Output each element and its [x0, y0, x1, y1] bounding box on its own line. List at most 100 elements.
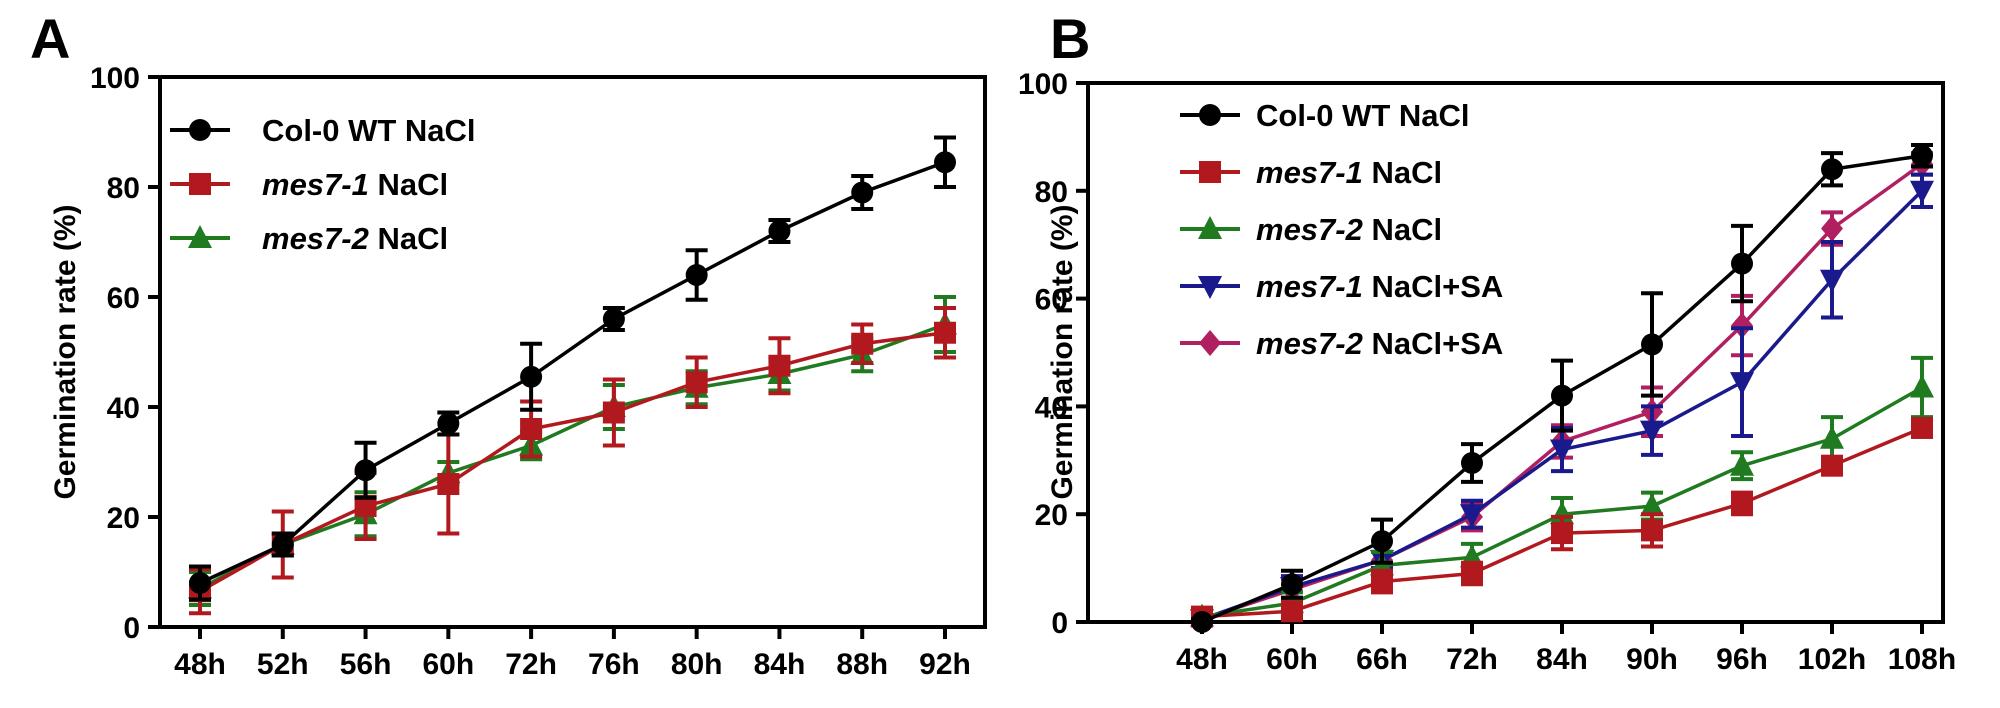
series-line — [199, 331, 946, 593]
y-axis-label: Germination rate (%) — [1046, 204, 1079, 499]
data-point — [354, 459, 377, 482]
panel-a-chart: A Germination rate (%) 0 20 40 60 80 100 48h 52h 5… — [30, 7, 987, 681]
legend-item: mes7-1 NaCl — [170, 167, 448, 202]
y-tick-label: 60 — [107, 282, 140, 315]
x-tick-label: 60h — [422, 648, 474, 681]
data-point — [1820, 425, 1844, 449]
data-point — [1281, 600, 1303, 623]
legend-marker — [1199, 330, 1221, 356]
data-point — [1461, 451, 1483, 474]
legend-item: Col-0 WT NaCl — [170, 113, 476, 148]
legend-label-text: NaCl — [369, 167, 448, 202]
data-point — [520, 418, 543, 440]
x-tick-label: 66h — [1356, 643, 1408, 676]
data-point — [1730, 372, 1754, 396]
x-tick-label: 52h — [257, 648, 309, 681]
legend-label-italic: mes7-1 — [262, 167, 369, 202]
data-point — [934, 321, 956, 344]
data-point — [189, 572, 211, 594]
series-0 — [1191, 142, 1933, 633]
legend-item: mes7-2 NaCl — [170, 221, 448, 256]
series-1 — [189, 306, 956, 616]
legend-label-italic: mes7-2 — [1256, 326, 1363, 361]
y-tick-label: 80 — [107, 172, 140, 205]
data-point — [685, 371, 708, 394]
legend-label-text: NaCl — [1363, 212, 1442, 247]
legend-item: mes7-1 NaCl — [1180, 155, 1442, 190]
x-tick-label: 92h — [919, 648, 971, 681]
data-point — [768, 354, 791, 377]
series-line — [199, 160, 946, 585]
legend-label-text: NaCl — [369, 221, 448, 256]
y-tick-label: 40 — [107, 392, 140, 425]
data-point — [520, 365, 543, 388]
legend-marker — [1199, 161, 1221, 183]
legend-marker — [188, 225, 212, 248]
legend-item: mes7-2 NaCl — [1180, 212, 1442, 247]
data-point — [1551, 522, 1573, 545]
x-tick-label: 72h — [505, 648, 557, 681]
data-point — [602, 308, 625, 330]
legend-item: Col-0 WT NaCl — [1180, 98, 1470, 133]
data-point — [1911, 416, 1933, 439]
data-point — [1820, 269, 1844, 293]
y-tick-label: 40 — [1035, 391, 1068, 424]
data-point — [1550, 439, 1574, 463]
legend-label: mes7-1 NaCl+SA — [1256, 269, 1503, 304]
x-tick-label: 48h — [174, 648, 226, 681]
y-tick-label: 20 — [107, 502, 140, 535]
data-point — [685, 264, 708, 286]
plot-frame — [158, 75, 987, 629]
panel-b-chart: B Germination rate (%) 0 20 40 60 80 100 48h 60h 6… — [1018, 7, 1956, 676]
legend-label-italic: mes7-1 — [1256, 269, 1363, 304]
data-point — [1640, 420, 1664, 444]
data-point — [1551, 384, 1573, 407]
legend-marker — [189, 119, 211, 141]
x-tick-label: 56h — [340, 648, 392, 681]
x-tick-label: 76h — [588, 648, 640, 681]
data-point — [1191, 611, 1213, 633]
data-point — [1371, 530, 1393, 553]
y-tick-label: 0 — [123, 612, 140, 645]
data-point — [1731, 492, 1753, 515]
legend-label: mes7-2 NaCl — [1256, 212, 1442, 247]
x-tick-label: 48h — [1176, 643, 1228, 676]
data-point — [1461, 562, 1483, 585]
x-tick-label: 88h — [836, 648, 888, 681]
data-point — [1371, 570, 1393, 593]
legend-item: mes7-2 NaCl+SA — [1180, 326, 1503, 361]
series-line — [199, 322, 946, 591]
data-point — [1641, 519, 1663, 542]
legend-label: mes7-2 NaCl — [262, 221, 448, 256]
legend-label: mes7-1 NaCl — [262, 167, 448, 202]
y-tick-label: 0 — [1051, 607, 1068, 640]
y-tick-label: 80 — [1035, 176, 1068, 209]
y-tick-label: 100 — [1018, 68, 1068, 101]
data-point — [851, 332, 874, 355]
x-tick-label: 96h — [1716, 643, 1768, 676]
legend-marker — [1198, 216, 1222, 239]
data-point — [437, 412, 460, 435]
data-point — [851, 181, 874, 204]
data-point — [1910, 180, 1934, 204]
data-point — [1731, 252, 1753, 275]
data-point — [1910, 374, 1934, 398]
legend-marker — [189, 173, 211, 195]
data-point — [934, 151, 956, 174]
data-point — [1640, 493, 1664, 517]
x-tick-label: 72h — [1446, 643, 1498, 676]
y-tick-label: 20 — [1035, 499, 1068, 532]
x-tick-label: 102h — [1798, 643, 1866, 676]
data-point — [602, 401, 625, 424]
x-tick-label: 108h — [1888, 643, 1956, 676]
data-point — [1821, 454, 1843, 477]
x-tick-label: 84h — [754, 648, 806, 681]
legend-label-text: NaCl — [1363, 155, 1442, 190]
legend-label-italic: mes7-2 — [262, 221, 369, 256]
data-point — [271, 533, 294, 556]
plot-frame — [1086, 81, 1945, 624]
panel-label: A — [30, 7, 70, 70]
data-point — [1641, 333, 1663, 356]
